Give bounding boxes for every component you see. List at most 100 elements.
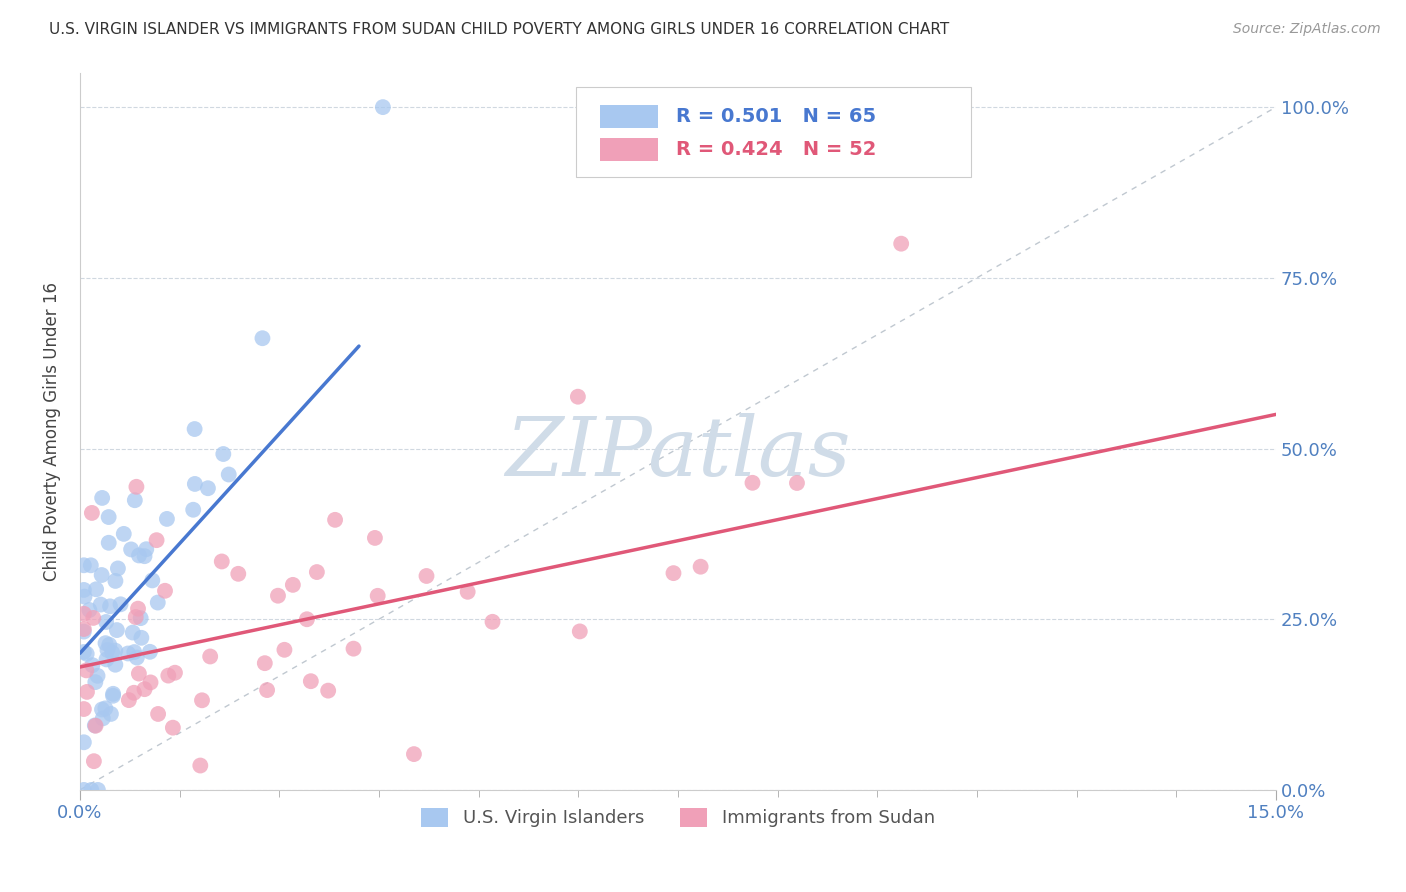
Point	[198, 649, 221, 664]
Point	[146, 596, 169, 610]
Point	[184, 477, 207, 491]
Point	[367, 589, 389, 603]
Point	[153, 583, 176, 598]
Point	[741, 475, 763, 490]
Point	[118, 693, 141, 707]
Point	[84, 582, 107, 597]
Point	[73, 558, 96, 573]
Point	[73, 645, 96, 659]
Point	[256, 683, 278, 698]
Point	[128, 549, 150, 563]
Point	[323, 513, 346, 527]
Text: ZIPatlas: ZIPatlas	[505, 413, 851, 493]
Point	[134, 682, 156, 697]
Point	[211, 554, 233, 568]
Legend: U.S. Virgin Islanders, Immigrants from Sudan: U.S. Virgin Islanders, Immigrants from S…	[413, 801, 942, 835]
Point	[481, 615, 503, 629]
Point	[299, 674, 322, 689]
Point	[316, 683, 339, 698]
Point	[121, 625, 143, 640]
Point	[98, 638, 121, 652]
Point	[146, 706, 169, 721]
Point	[86, 669, 108, 683]
Point	[75, 664, 97, 678]
Point	[94, 636, 117, 650]
Point	[98, 599, 121, 614]
Point	[101, 646, 124, 660]
Point	[135, 542, 157, 557]
Point	[91, 702, 114, 716]
Point	[281, 578, 304, 592]
Text: R = 0.501   N = 65: R = 0.501 N = 65	[675, 107, 876, 126]
Point	[129, 611, 152, 625]
Point	[125, 650, 148, 665]
Point	[145, 533, 167, 548]
Point	[226, 566, 249, 581]
Point	[218, 467, 240, 482]
Point	[80, 558, 103, 573]
FancyBboxPatch shape	[576, 87, 972, 177]
Point	[122, 645, 145, 659]
Point	[662, 566, 685, 581]
Point	[84, 719, 107, 733]
Point	[97, 510, 120, 524]
Point	[73, 783, 96, 797]
Point	[73, 607, 96, 621]
Point	[212, 447, 235, 461]
Point	[79, 603, 101, 617]
Point	[267, 589, 290, 603]
Point	[101, 689, 124, 703]
Point	[181, 502, 204, 516]
Point	[73, 702, 96, 716]
Point	[183, 422, 205, 436]
Point	[73, 624, 96, 639]
Point	[689, 559, 711, 574]
Point	[402, 747, 425, 761]
Point	[371, 100, 394, 114]
Point	[188, 758, 211, 772]
Point	[76, 647, 98, 661]
Point	[415, 569, 437, 583]
Point	[342, 641, 364, 656]
Point	[107, 561, 129, 575]
Point	[83, 718, 105, 732]
Point	[105, 623, 128, 637]
Point	[162, 721, 184, 735]
Point	[87, 783, 110, 797]
Point	[104, 657, 127, 672]
Point	[273, 642, 295, 657]
Point	[890, 236, 912, 251]
Point	[128, 666, 150, 681]
Y-axis label: Child Poverty Among Girls Under 16: Child Poverty Among Girls Under 16	[44, 282, 60, 581]
Point	[567, 390, 589, 404]
Bar	[600, 105, 658, 128]
Point	[253, 656, 276, 670]
Text: U.S. VIRGIN ISLANDER VS IMMIGRANTS FROM SUDAN CHILD POVERTY AMONG GIRLS UNDER 16: U.S. VIRGIN ISLANDER VS IMMIGRANTS FROM …	[49, 22, 949, 37]
Point	[76, 685, 98, 699]
Point	[305, 565, 328, 579]
Point	[457, 584, 479, 599]
Point	[97, 535, 120, 549]
Point	[82, 611, 104, 625]
Point	[122, 686, 145, 700]
Point	[90, 598, 112, 612]
Point	[139, 675, 162, 690]
Point	[134, 549, 156, 564]
Point	[786, 475, 808, 490]
Point	[80, 506, 103, 520]
Point	[82, 658, 104, 673]
Point	[131, 631, 153, 645]
Point	[104, 643, 127, 657]
Point	[90, 568, 112, 582]
Point	[120, 542, 142, 557]
Point	[104, 574, 127, 588]
Point	[96, 643, 118, 657]
Point	[94, 701, 117, 715]
Point	[252, 331, 274, 345]
Point	[100, 706, 122, 721]
Point	[125, 480, 148, 494]
Point	[73, 735, 96, 749]
Point	[96, 652, 118, 666]
Text: Source: ZipAtlas.com: Source: ZipAtlas.com	[1233, 22, 1381, 37]
Point	[94, 615, 117, 629]
